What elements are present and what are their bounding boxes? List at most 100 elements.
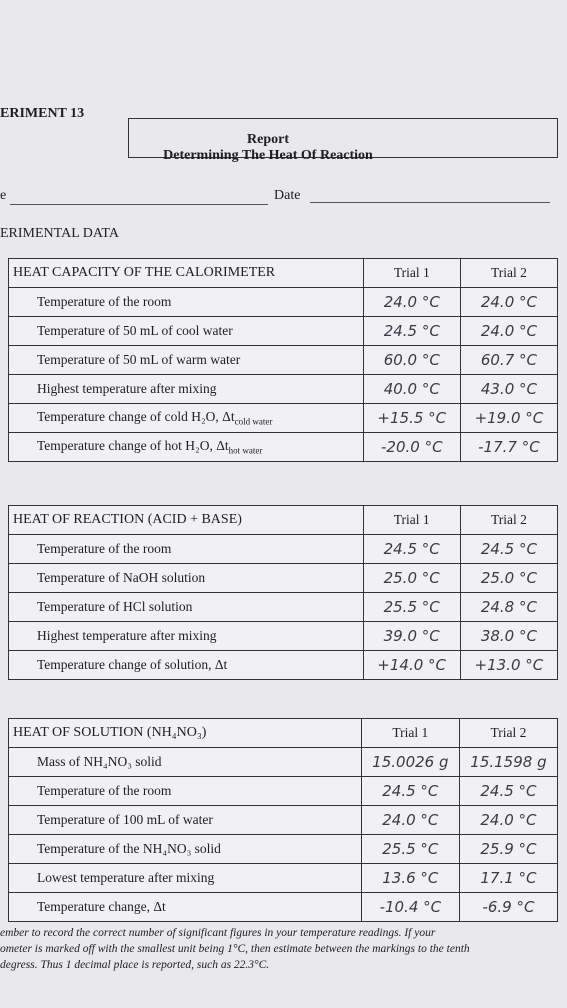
trial-value: 24.5 °C — [458, 776, 559, 806]
trial-value: +19.0 °C — [459, 403, 559, 433]
trial-value: 60.7 °C — [459, 345, 559, 375]
trial-value: +15.5 °C — [362, 403, 461, 433]
footer-line: degress. Thus 1 decimal place is reporte… — [0, 959, 270, 971]
date-label: Date — [274, 188, 301, 203]
report: Report — [247, 132, 289, 147]
label-text: Temperature change of solution, Δt — [37, 657, 228, 672]
row-label: Temperature of the NH₄NO₃ solid — [8, 834, 362, 864]
table-title: HEAT OF REACTION (ACID + BASE) — [8, 505, 364, 535]
label-text: Lowest temperature after mixing — [37, 870, 215, 885]
data-row: Temperature of the NH₄NO₃ solid 25.5 °C 25… — [8, 834, 559, 864]
data-table: HEAT OF REACTION (ACID + BASE) Trial 1 Tri… — [8, 505, 559, 680]
trial-value: 17.1 °C — [458, 863, 559, 893]
data-row: Highest temperature after mixing 39.0 °C 3… — [8, 621, 559, 651]
label-text: Mass of NH₄NO₃ solid — [37, 754, 162, 769]
data-row: Lowest temperature after mixing 13.6 °C 17… — [8, 863, 559, 893]
row-label: Temperature change of hot H₂O, Δthot wat… — [8, 432, 364, 462]
trial-value: -20.0 °C — [362, 432, 461, 462]
label-text: Temperature of the room — [37, 783, 172, 798]
trial-value: 39.0 °C — [362, 621, 461, 651]
row-label: Temperature of HCl solution — [8, 592, 364, 622]
data-row: Temperature change of solution, Δt +14.0 … — [8, 650, 559, 680]
trial-value: 24.5 °C — [360, 776, 460, 806]
column-header: Trial 2 — [459, 505, 559, 535]
trial-value: 25.5 °C — [362, 592, 461, 622]
column-header: Trial 1 — [362, 258, 461, 288]
label-text: Temperature of the room — [37, 541, 172, 556]
row-label: Lowest temperature after mixing — [8, 863, 362, 893]
trial-value: 24.8 °C — [459, 592, 559, 622]
title-box — [128, 118, 558, 158]
column-header: Trial 1 — [360, 718, 460, 748]
row-label: Temperature of the room — [8, 534, 364, 564]
trial-value: 24.5 °C — [362, 316, 461, 346]
column-header: Trial 2 — [459, 258, 559, 288]
row-label: Highest temperature after mixing — [8, 621, 364, 651]
data-row: Temperature of the room 24.5 °C 24.5 °C — [8, 776, 559, 806]
trial-value: 60.0 °C — [362, 345, 461, 375]
label-text: Temperature of the room — [37, 294, 172, 309]
trial-value: -6.9 °C — [458, 892, 559, 922]
label-text: Temperature change, Δt — [37, 899, 166, 914]
row-label: Temperature change of cold H₂O, Δtcold w… — [8, 403, 364, 433]
trial-value: 38.0 °C — [459, 621, 559, 651]
row-label: Temperature of the room — [8, 776, 362, 806]
data-row: Temperature change of hot H₂O, Δthot wat… — [8, 432, 559, 462]
trial-value: 25.0 °C — [459, 563, 559, 593]
data-row: Temperature of 50 mL of cool water 24.5 °… — [8, 316, 559, 346]
label-text: Temperature of 50 mL of warm water — [37, 352, 241, 367]
trial-value: 40.0 °C — [362, 374, 461, 404]
label-text: Temperature of HCl solution — [37, 599, 193, 614]
name-label: e — [0, 188, 7, 203]
row-label: Temperature of the room — [8, 287, 364, 317]
label-subscript: cold water — [234, 416, 273, 427]
row-label: Temperature of 50 mL of cool water — [8, 316, 364, 346]
trial-value: -17.7 °C — [459, 432, 559, 462]
label-text: Highest temperature after mixing — [37, 628, 217, 643]
section-title: ERIMENTAL DATA — [0, 226, 119, 241]
trial-value: 15.1598 g — [458, 747, 559, 777]
data-row: Mass of NH₄NO₃ solid 15.0026 g 15.1598 g — [8, 747, 559, 777]
label-text: Temperature of the NH₄NO₃ solid — [37, 841, 221, 856]
label-text: Highest temperature after mixing — [37, 381, 217, 396]
trial-value: 24.0 °C — [362, 287, 461, 317]
data-row: Highest temperature after mixing 40.0 °C 4… — [8, 374, 559, 404]
data-row: Temperature of 50 mL of warm water 60.0 °… — [8, 345, 559, 375]
row-label: Temperature of NaOH solution — [8, 563, 364, 593]
data-row: Temperature of NaOH solution 25.0 °C 25.0 … — [8, 563, 559, 593]
trial-value: 43.0 °C — [459, 374, 559, 404]
data-row: Temperature change of cold H₂O, Δtcold w… — [8, 403, 559, 433]
trial-value: 25.9 °C — [458, 834, 559, 864]
row-label: Temperature of 50 mL of warm water — [8, 345, 364, 375]
trial-value: -10.4 °C — [360, 892, 460, 922]
data-row: Temperature of HCl solution 25.5 °C 24.8 °… — [8, 592, 559, 622]
column-header: Trial 2 — [458, 718, 559, 748]
label-text: Temperature change of cold H₂O, Δt — [37, 409, 235, 425]
table-title: HEAT OF SOLUTION (NH₄NO₃) — [8, 718, 362, 748]
label-text: Temperature of 50 mL of cool water — [37, 323, 233, 338]
row-label: Temperature change, Δt — [8, 892, 362, 922]
column-header: Trial 1 — [362, 505, 461, 535]
trial-value: 24.5 °C — [459, 534, 559, 564]
row-label: Mass of NH₄NO₃ solid — [8, 747, 362, 777]
trial-value: 25.5 °C — [360, 834, 460, 864]
trial-value: 24.0 °C — [459, 316, 559, 346]
label-text: Temperature change of hot H₂O, Δt — [37, 438, 229, 454]
date-line — [310, 202, 550, 203]
report-title: Determining The Heat Of Reaction — [163, 148, 373, 163]
label-subscript: hot water — [228, 445, 263, 456]
trial-value: 24.0 °C — [458, 805, 559, 835]
header-row: HEAT OF REACTION (ACID + BASE) Trial 1 Tri… — [8, 505, 559, 535]
label-text: Temperature of 100 mL of water — [37, 812, 213, 827]
footer-line: ometer is marked off with the smallest u… — [0, 943, 470, 955]
experiment: ERIMENT 13 — [0, 106, 85, 121]
row-label: Temperature of 100 mL of water — [8, 805, 362, 835]
data-row: Temperature of the room 24.5 °C 24.5 °C — [8, 534, 559, 564]
row-label: Highest temperature after mixing — [8, 374, 364, 404]
trial-value: +13.0 °C — [459, 650, 559, 680]
name-line — [10, 204, 268, 205]
trial-value: 13.6 °C — [360, 863, 460, 893]
